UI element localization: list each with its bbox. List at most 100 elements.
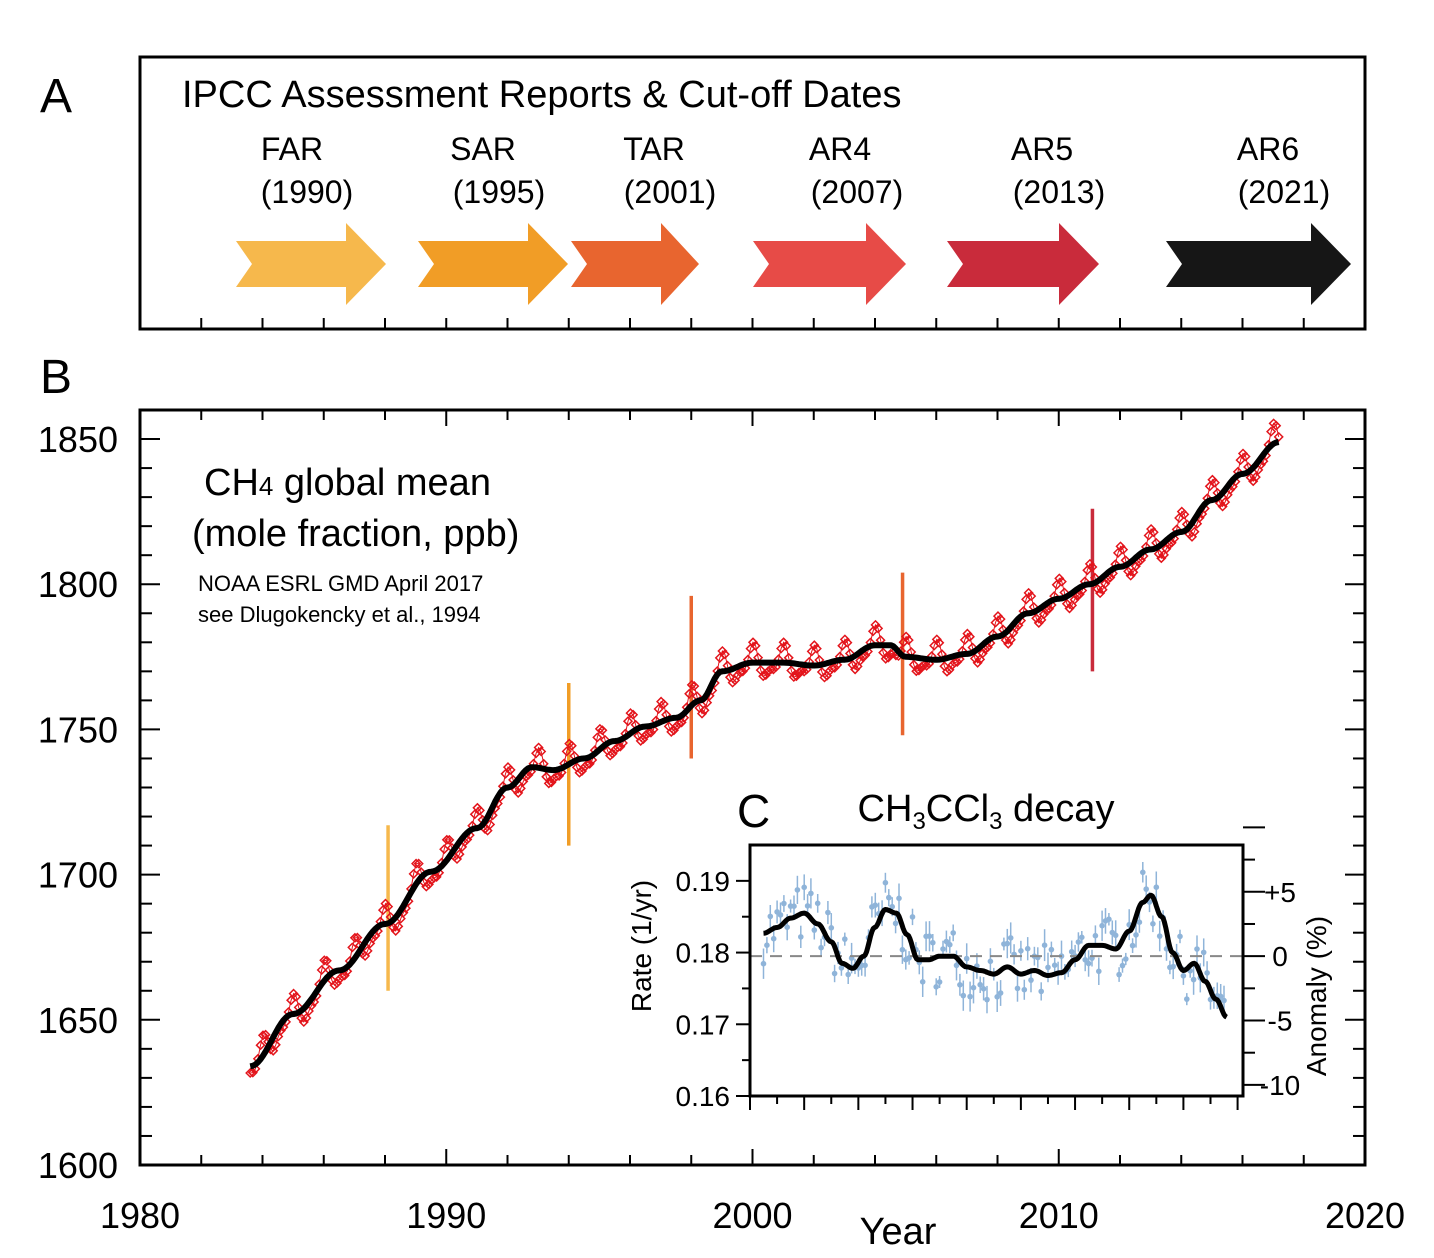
monthly-point <box>597 725 608 736</box>
rate-point <box>818 944 824 951</box>
report-far-year: (1990) <box>261 174 354 210</box>
rate-point <box>947 941 953 948</box>
rate-point <box>825 909 831 916</box>
monthly-point <box>819 672 830 683</box>
monthly-point <box>543 778 554 789</box>
x-axis-label: Year <box>860 1211 937 1253</box>
monthly-point <box>413 858 424 869</box>
rate-point <box>1112 932 1119 939</box>
rate-point <box>1068 948 1075 955</box>
panel-a-year-ticks <box>200 318 1305 329</box>
x-tick-label-2010: 2010 <box>1019 1195 1099 1236</box>
report-sar: SAR (1995) <box>418 131 568 305</box>
monthly-point <box>883 652 894 663</box>
monthly-point <box>536 746 547 757</box>
monthly-point <box>1271 420 1282 431</box>
monthly-point <box>880 653 891 664</box>
monthly-point <box>638 734 649 745</box>
smoothed-rate-series <box>762 892 1228 1020</box>
rate-point <box>892 920 899 927</box>
monthly-point <box>515 783 526 794</box>
monthly-point <box>1273 431 1284 442</box>
monthly-point <box>952 656 963 668</box>
rate-point <box>791 903 797 909</box>
monthly-point <box>1100 578 1111 589</box>
monthly-point <box>533 742 544 753</box>
rate-point <box>987 958 994 965</box>
monthly-point <box>1087 561 1098 573</box>
rate-point <box>804 903 811 909</box>
report-sar-arrow <box>418 223 568 305</box>
monthly-point <box>1125 570 1136 581</box>
report-far: FAR (1990) <box>236 131 386 305</box>
rate-point <box>1204 970 1210 976</box>
ch4-source-note: NOAA ESRL GMD April 2017 <box>198 571 483 596</box>
monthly-point <box>622 716 634 727</box>
rate-point <box>909 914 916 920</box>
rate-point <box>977 981 983 988</box>
report-ar5-year: (2013) <box>1013 174 1106 210</box>
monthly-point <box>1038 609 1049 620</box>
rate-point <box>781 900 787 907</box>
monthly-point <box>995 614 1006 625</box>
monthly-point <box>561 746 572 757</box>
inset-right-tick-label: 0 <box>1272 941 1288 972</box>
monthly-point <box>763 666 774 677</box>
monthly-point <box>1064 603 1075 614</box>
monthly-point <box>770 661 782 673</box>
monthly-point <box>842 637 853 648</box>
rate-point <box>1092 932 1099 939</box>
rate-point <box>838 965 845 971</box>
rate-point <box>936 979 943 985</box>
monthly-point <box>735 667 746 678</box>
inset-right-tick-label: -10 <box>1260 1070 1300 1101</box>
monthly-point <box>319 955 330 966</box>
rate-point <box>1096 968 1102 975</box>
monthly-point <box>1209 477 1220 488</box>
report-tar: TAR (2001) <box>571 131 716 305</box>
report-far-name: FAR <box>261 131 323 167</box>
panel-b-frame <box>138 408 1367 1167</box>
y-tick-label-1800: 1800 <box>38 564 118 605</box>
report-ar6-name: AR6 <box>1237 131 1299 167</box>
report-ar6: AR6 (2021) <box>1166 131 1351 305</box>
monthly-point <box>607 748 618 759</box>
rate-point <box>801 884 807 891</box>
rate-point <box>798 934 804 940</box>
rate-point <box>811 927 818 933</box>
rate-point <box>1133 932 1139 938</box>
monthly-point <box>605 750 616 761</box>
monthly-point <box>645 727 656 738</box>
rate-point <box>1048 946 1055 953</box>
rate-point <box>1082 957 1088 963</box>
rate-point <box>1021 986 1028 993</box>
monthly-point <box>972 657 983 668</box>
rate-point <box>1018 948 1024 954</box>
rate-point <box>896 895 902 902</box>
rate-point <box>926 933 933 939</box>
report-ar5-arrow <box>947 223 1099 305</box>
report-ar6-arrow <box>1166 223 1351 305</box>
monthly-point <box>576 765 588 777</box>
report-tar-year: (2001) <box>624 174 717 210</box>
monthly-point <box>913 665 924 676</box>
x-tick-label-1990: 1990 <box>406 1195 486 1236</box>
monthly-point <box>1056 576 1067 587</box>
rate-point <box>984 996 990 1003</box>
ch3ccl3-title: CH3CCl3 decay <box>858 788 1115 835</box>
monthly-point <box>760 670 771 681</box>
monthly-point <box>796 666 807 677</box>
monthly-point <box>1095 588 1106 599</box>
monthly-point <box>474 805 485 816</box>
inset-left-tick-label: 0.16 <box>676 1081 731 1112</box>
y-tick-label-1750: 1750 <box>38 709 118 750</box>
monthly-point <box>666 726 677 737</box>
monthly-point <box>977 648 988 659</box>
rate-point <box>950 930 956 936</box>
monthly-point <box>781 640 792 651</box>
rate-point <box>1129 942 1136 949</box>
inset-right-tick-label: +5 <box>1264 877 1296 908</box>
rate-point <box>784 924 790 930</box>
monthly-point <box>592 732 603 743</box>
monthly-point <box>255 1040 266 1051</box>
